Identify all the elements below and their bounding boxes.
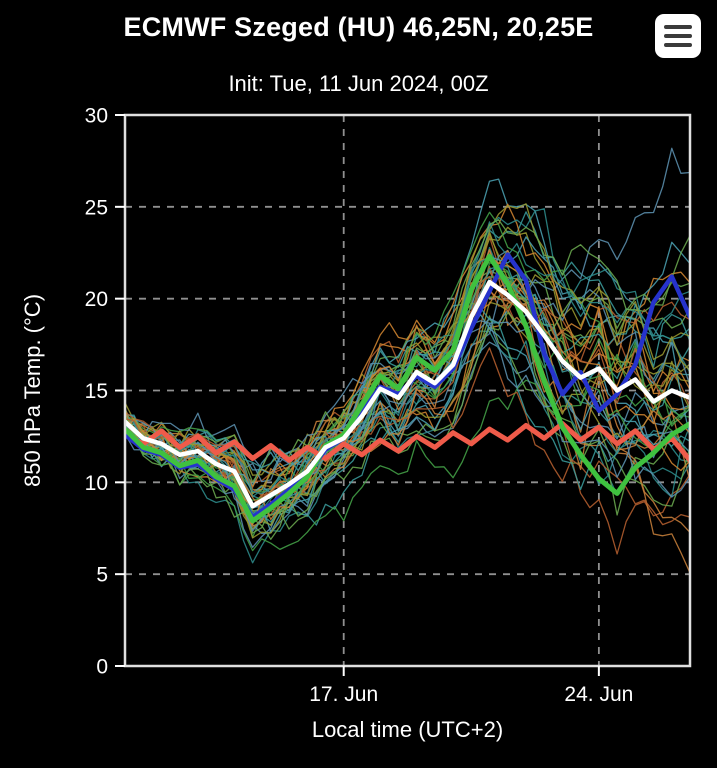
y-tick-label-0: 0: [96, 656, 108, 679]
y-tick-label-20: 20: [85, 288, 108, 311]
x-tick-label-17-jun: 17. Jun: [309, 683, 378, 706]
menu-button[interactable]: [655, 14, 701, 58]
x-tick-label-24-jun: 24. Jun: [564, 683, 633, 706]
ensemble-member-line: [125, 147, 690, 469]
series-line-control: [125, 253, 690, 524]
y-tick-label-10: 10: [85, 472, 108, 495]
header: ECMWF Szeged (HU) 46,25N, 20,25E: [0, 0, 717, 58]
ensemble-member-line: [125, 281, 690, 483]
hamburger-icon: [664, 34, 692, 38]
hamburger-icon: [664, 43, 692, 47]
ensemble-member-line: [125, 347, 690, 526]
y-tick-label-25: 25: [85, 196, 108, 219]
init-time-label: Init: Tue, 11 Jun 2024, 00Z: [228, 71, 489, 96]
y-axis-label: 850 hPa Temp. (°C): [20, 294, 45, 487]
hamburger-icon: [664, 25, 692, 29]
ensemble-member-line: [125, 278, 690, 526]
y-tick-label-30: 30: [85, 105, 108, 128]
ensemble-member-line: [125, 307, 690, 491]
y-tick-label-5: 5: [96, 564, 108, 587]
plot-lines-group: [125, 147, 690, 574]
series-line-ensemble-mean: [125, 279, 690, 509]
ensemble-member-line: [125, 211, 690, 505]
meteogram-chart: 0 5 10 15 20 25 30 17. Jun 24. Jun Local time (UT…: [20, 105, 692, 742]
series-line-climate-mean: [125, 421, 690, 463]
x-axis-label: Local time (UTC+2): [312, 717, 503, 742]
ensemble-member-line: [125, 284, 690, 555]
ensemble-member-line: [125, 353, 690, 552]
page-title: ECMWF Szeged (HU) 46,25N, 20,25E: [123, 12, 594, 42]
y-tick-label-15: 15: [85, 380, 108, 403]
